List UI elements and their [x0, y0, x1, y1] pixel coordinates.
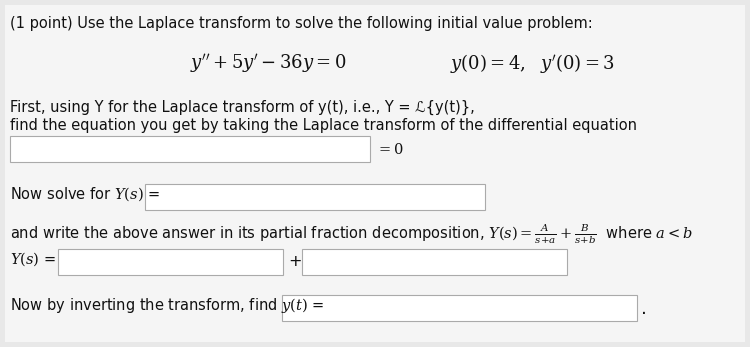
Text: Now solve for $Y(s)$ =: Now solve for $Y(s)$ = [10, 185, 160, 203]
Text: and write the above answer in its partial fraction decomposition, $Y(s) = \frac{: and write the above answer in its partia… [10, 222, 693, 246]
Text: First, using Y for the Laplace transform of y(t), i.e., Y = ℒ{y(t)},: First, using Y for the Laplace transform… [10, 100, 475, 115]
Text: find the equation you get by taking the Laplace transform of the differential eq: find the equation you get by taking the … [10, 118, 637, 133]
Bar [58, 249, 283, 275]
Text: $= 0$: $= 0$ [376, 142, 404, 156]
Bar [145, 184, 485, 210]
Text: $Y(s)$ =: $Y(s)$ = [10, 250, 56, 268]
Bar [282, 295, 637, 321]
Text: $y'' + 5y' - 36y = 0$: $y'' + 5y' - 36y = 0$ [190, 52, 346, 75]
Bar [302, 249, 567, 275]
Text: $y(0) = 4,\ \ y'(0) = 3$: $y(0) = 4,\ \ y'(0) = 3$ [450, 52, 615, 75]
Bar [10, 136, 370, 162]
Text: .: . [641, 298, 646, 318]
Text: Now by inverting the transform, find $y(t)$ =: Now by inverting the transform, find $y(… [10, 296, 324, 315]
Text: +: + [288, 254, 302, 270]
Text: (1 point) Use the Laplace transform to solve the following initial value problem: (1 point) Use the Laplace transform to s… [10, 16, 592, 31]
